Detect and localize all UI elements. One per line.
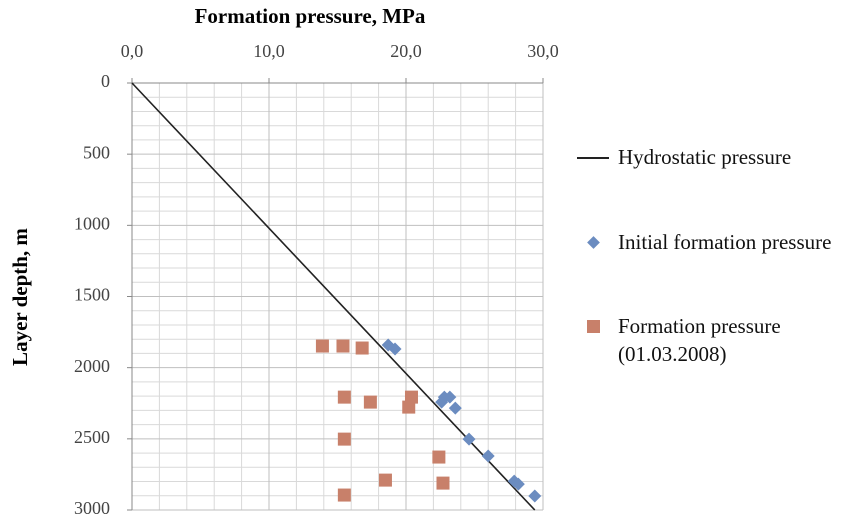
square-point — [402, 400, 416, 414]
legend-symbol — [580, 228, 618, 254]
diamond-point — [462, 432, 476, 446]
legend-item: Hydrostatic pressure — [577, 143, 835, 171]
y-tick-label: 500 — [83, 142, 110, 162]
x-tick-label: 0,0 — [121, 41, 144, 61]
x-tick-label: 30,0 — [527, 41, 559, 61]
diamond-point — [388, 342, 402, 356]
square-point — [404, 390, 418, 404]
y-axis-title: Layer depth, m — [8, 228, 32, 366]
legend-symbol — [577, 143, 618, 169]
legend-symbol — [580, 312, 618, 338]
y-tick-label: 0 — [101, 71, 110, 91]
legend-item: Formation pressure (01.03.2008) — [580, 312, 835, 368]
legend-label: Hydrostatic pressure — [618, 145, 792, 169]
square-point — [337, 432, 351, 446]
diamond-point — [448, 401, 462, 415]
square-point — [337, 390, 351, 404]
diamond-point — [435, 395, 449, 409]
legend-label: Formation pressure (01.03.2008) — [618, 314, 781, 366]
x-tick-label: 10,0 — [253, 41, 285, 61]
x-axis-title: Formation pressure, MPa — [195, 4, 426, 28]
square-point — [315, 339, 329, 353]
y-tick-label: 2000 — [74, 356, 110, 376]
legend-item: Initial formation pressure — [580, 228, 835, 256]
square-point — [363, 395, 377, 409]
y-tick-label: 3000 — [74, 498, 110, 518]
square-point — [337, 488, 351, 502]
square-point — [436, 476, 450, 490]
diamond-point — [443, 390, 457, 404]
y-tick-label: 2500 — [74, 427, 110, 447]
diamond-point — [511, 477, 525, 491]
diamond-point — [528, 489, 542, 503]
square-point — [378, 473, 392, 487]
y-tick-label: 1500 — [74, 285, 110, 305]
diamond-point — [481, 449, 495, 463]
legend-label: Initial formation pressure — [618, 230, 832, 254]
y-tick-label: 1000 — [74, 213, 110, 233]
square-point — [355, 341, 369, 355]
square-point — [432, 450, 446, 464]
x-tick-label: 20,0 — [390, 41, 422, 61]
square-point — [336, 339, 350, 353]
